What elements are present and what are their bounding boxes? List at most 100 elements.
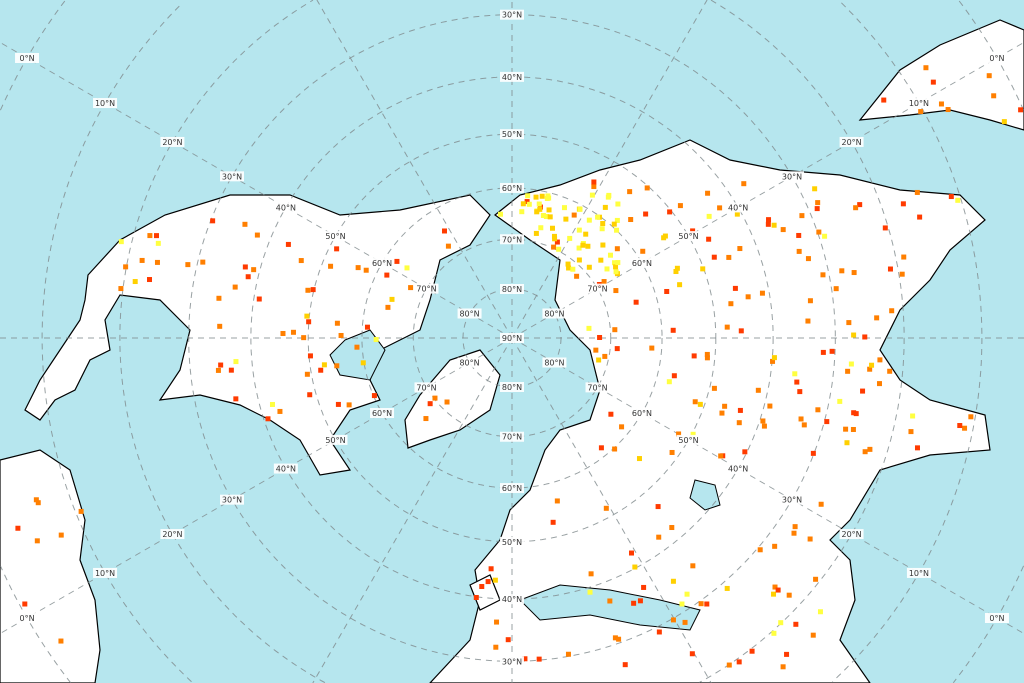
fire-point (845, 368, 851, 374)
fire-point (910, 413, 916, 419)
fire-point (732, 285, 738, 291)
fire-point (492, 577, 498, 583)
fire-point (889, 308, 895, 314)
fire-point (522, 656, 528, 662)
fire-point (242, 264, 248, 270)
fire-point (724, 585, 730, 591)
meridian-line (312, 337, 513, 683)
fire-point (810, 632, 816, 638)
fire-point (185, 262, 191, 268)
fire-point (914, 445, 920, 451)
label-background (839, 136, 864, 147)
fire-point (570, 266, 576, 272)
fire-point (596, 357, 602, 363)
fire-point (700, 266, 706, 272)
fire-point (833, 286, 839, 292)
fire-point (363, 267, 369, 273)
label-background (542, 357, 567, 368)
latitude-label: 50°N (325, 232, 345, 241)
fire-point (583, 231, 589, 237)
fire-point (704, 601, 710, 607)
fire-point (641, 584, 647, 590)
fire-point (304, 313, 310, 319)
fire-point (321, 362, 327, 368)
fire-point (718, 453, 724, 459)
fire-point (778, 620, 784, 626)
latitude-label: 50°N (678, 436, 698, 445)
fire-point (533, 194, 539, 200)
fire-point (601, 279, 607, 285)
fire-point (245, 274, 251, 280)
label-background (839, 529, 864, 540)
fire-point (346, 402, 352, 408)
fire-point (598, 257, 604, 263)
latitude-label: 30°N (502, 657, 522, 666)
fire-point (930, 79, 936, 85)
graticule-labels: 90°N 80°N 70°N 60°N 50°N 40°N 30°N 80°N 70°N 60°N… (15, 9, 1009, 667)
fire-point (810, 450, 816, 456)
label-background (414, 382, 439, 393)
fire-point (1018, 107, 1024, 113)
fire-point (554, 239, 560, 245)
fire-point (539, 193, 545, 199)
fire-point (968, 414, 974, 420)
fire-point (874, 315, 880, 321)
fire-point (711, 254, 717, 260)
fire-point (948, 194, 954, 200)
fire-point (328, 263, 334, 269)
fire-point (780, 227, 786, 233)
fire-point (587, 589, 593, 595)
fire-point (233, 396, 239, 402)
fire-point (692, 399, 698, 405)
fire-point (612, 635, 618, 641)
fire-point (807, 298, 813, 304)
fire-point (576, 245, 582, 251)
fire-point (671, 373, 677, 379)
fire-point (600, 242, 606, 248)
fire-point (807, 536, 813, 542)
fire-point (371, 393, 377, 399)
fire-point (711, 385, 717, 391)
fire-point (233, 359, 239, 365)
fire-point (537, 206, 543, 212)
fire-point (215, 367, 221, 373)
fire-point (519, 209, 525, 215)
label-background (780, 171, 804, 182)
fire-point (757, 547, 763, 553)
fire-point (766, 217, 772, 223)
latitude-label: 20°N (162, 530, 182, 539)
fire-point (796, 248, 802, 254)
fire-point (554, 498, 560, 504)
label-background (220, 171, 244, 182)
fire-point (816, 229, 822, 235)
latitude-label: 90°N (502, 334, 522, 343)
fire-point (844, 440, 850, 446)
fire-point (914, 189, 920, 195)
fire-point (846, 320, 852, 326)
fire-point (551, 244, 557, 250)
fire-point (759, 290, 765, 296)
fire-point (726, 254, 732, 260)
fire-point (857, 202, 863, 208)
fire-point (147, 233, 153, 239)
latitude-label: 70°N (502, 433, 522, 442)
fire-point (697, 401, 703, 407)
fire-point (599, 226, 605, 232)
latitude-label: 0°N (989, 614, 1004, 623)
latitude-label: 80°N (502, 383, 522, 392)
label-background (500, 129, 524, 140)
fire-point (792, 524, 798, 530)
latitude-label: 30°N (782, 172, 802, 181)
latitude-label: 60°N (632, 259, 652, 268)
fire-point (444, 399, 450, 405)
fire-point (619, 424, 625, 430)
fire-point (608, 411, 614, 417)
latitude-label: 20°N (162, 138, 182, 147)
label-background (500, 594, 524, 605)
label-background (542, 308, 567, 319)
fire-point (887, 266, 893, 272)
latitude-label: 10°N (95, 569, 115, 578)
